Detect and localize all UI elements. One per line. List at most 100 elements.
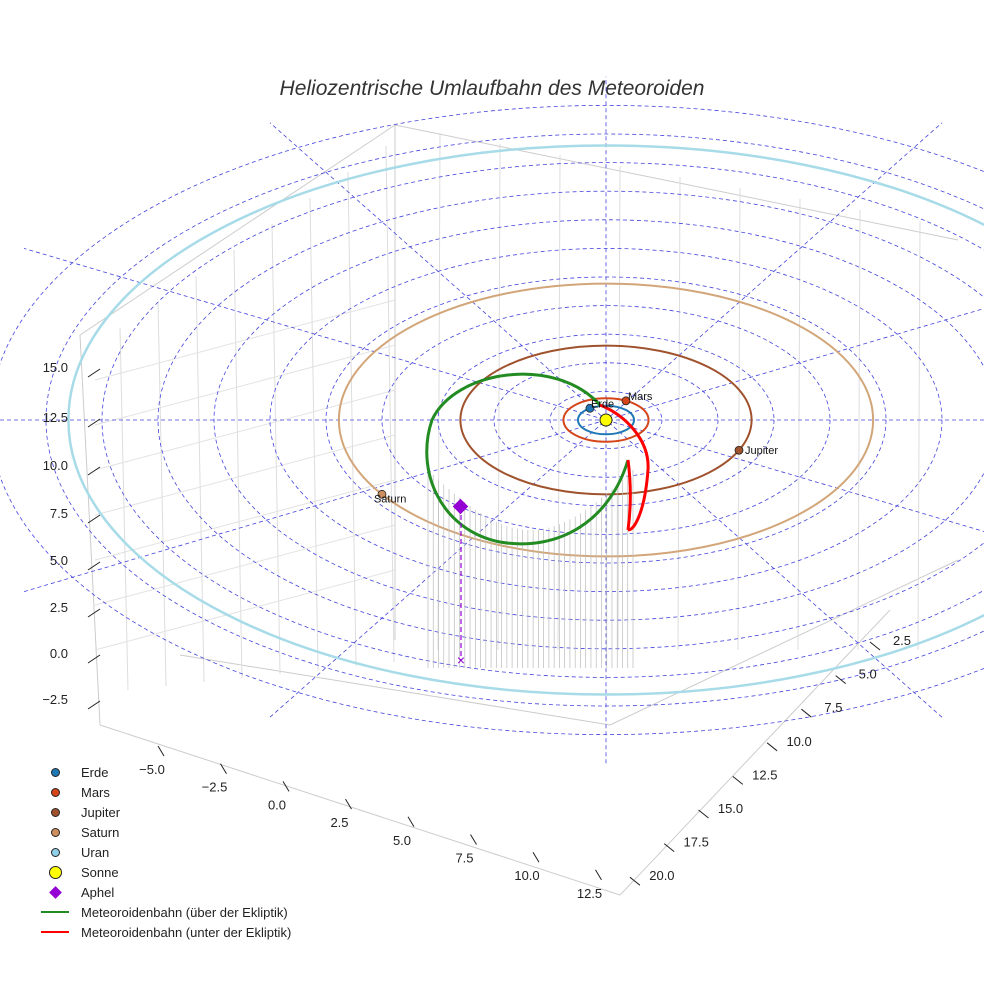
z-tick-label: 15.0 [43, 360, 68, 375]
box-edge [179, 654, 611, 726]
x-tick-mark [470, 834, 477, 845]
sun-marker [599, 413, 613, 427]
planet-label: Erde [591, 398, 614, 410]
legend-item-uran: Uran [40, 842, 370, 862]
back-wall-gridline [94, 569, 396, 651]
y-tick-mark [698, 809, 709, 819]
legend-label: Saturn [81, 824, 120, 840]
back-wall-gridline [94, 434, 396, 516]
back-wall-gridline [347, 171, 357, 667]
back-wall-gridline [677, 176, 681, 651]
planet-erde [585, 403, 595, 413]
back-wall-gridline [797, 198, 801, 651]
x-tick-mark [157, 745, 165, 757]
grid-ray [23, 248, 984, 532]
series-below-ecliptic [599, 403, 650, 532]
back-wall-gridline [917, 220, 921, 651]
legend-label: Jupiter [81, 804, 121, 820]
aphel-ecliptic-cross: × [457, 652, 465, 668]
legend-label: Uran [81, 844, 110, 860]
orbit-erde [577, 404, 635, 436]
y-tick-label: 17.5 [684, 835, 709, 850]
legend-label: Aphel [81, 884, 115, 900]
x-tick-mark [345, 798, 352, 810]
y-tick-label: 20.0 [649, 868, 674, 883]
legend-label: Sonne [81, 864, 119, 880]
y-tick-mark [766, 742, 778, 752]
back-wall-gridline [497, 143, 501, 651]
legend-symbol [48, 865, 62, 879]
legend-item-sonne: Sonne [40, 862, 370, 882]
legend-symbol [50, 847, 60, 857]
box-edge [609, 559, 959, 726]
x-tick-mark [407, 816, 415, 828]
x-tick-label: 2.5 [330, 815, 348, 830]
orbit-mars [562, 397, 650, 443]
z-tick-label: −2.5 [42, 692, 68, 707]
legend-symbol [50, 767, 60, 777]
x-tick-label: 0.0 [268, 797, 286, 812]
z-tick-mark [87, 418, 101, 428]
y-tick-label: 7.5 [824, 700, 842, 715]
y-tick-mark [663, 843, 675, 852]
planet-label: Mars [628, 391, 653, 403]
legend-label: Meteoroidenbahn (unter der Ekliptik) [81, 924, 292, 940]
series-above-ecliptic [425, 372, 630, 546]
legend-item-bahn-ueber: Meteoroidenbahn (über der Ekliptik) [40, 902, 370, 922]
planet-mars [621, 396, 631, 406]
y-tick-label: 12.5 [752, 767, 777, 782]
y-tick-mark [732, 776, 744, 785]
y-tick-label: 2.5 [893, 633, 911, 648]
back-wall-gridline [385, 145, 395, 663]
z-tick-label: 2.5 [50, 600, 68, 615]
planet-label: Saturn [374, 493, 406, 505]
legend-symbol [48, 885, 62, 899]
z-tick-mark [87, 466, 101, 476]
back-wall-gridline [94, 389, 396, 471]
back-wall-gridline [737, 187, 741, 651]
x-tick-mark [532, 851, 540, 863]
back-wall-gridline [557, 154, 561, 651]
legend-item-bahn-unter: Meteoroidenbahn (unter der Ekliptik) [40, 922, 370, 942]
planet-saturn [377, 489, 387, 499]
back-wall-gridline [94, 479, 396, 561]
x-tick-label: 10.0 [514, 868, 539, 883]
legend-symbol [50, 827, 60, 837]
legend-symbol [50, 787, 60, 797]
legend-symbol [41, 931, 69, 933]
y-tick-label: 10.0 [786, 734, 811, 749]
y-tick-label: 15.0 [718, 801, 743, 816]
x-tick-mark [595, 869, 602, 881]
z-tick-mark [87, 700, 101, 710]
box-edge [79, 124, 396, 336]
legend-label: Erde [81, 764, 109, 780]
legend-item-mars: Mars [40, 782, 370, 802]
z-tick-mark [87, 368, 101, 378]
legend-symbol [50, 807, 60, 817]
orbit-jupiter [459, 344, 753, 496]
z-tick-label: 0.0 [50, 646, 68, 661]
x-tick-label: −2.5 [202, 780, 228, 795]
back-wall-gridline [857, 209, 861, 651]
back-wall-gridline [195, 275, 205, 683]
z-tick-mark [87, 654, 101, 664]
x-tick-label: 5.0 [393, 833, 411, 848]
y-tick-mark [835, 675, 847, 684]
planet-label: Jupiter [745, 445, 778, 457]
axes-box [79, 124, 959, 896]
x-tick-label: 12.5 [577, 886, 602, 901]
legend-label: Mars [81, 784, 110, 800]
meteoroid-orbit [425, 372, 650, 668]
box-edge [99, 724, 621, 896]
box-edge [619, 609, 891, 896]
chart-title: Heliozentrische Umlaufbahn des Meteoroid… [280, 77, 705, 100]
orbit-saturn [337, 282, 875, 558]
legend-item-jupiter: Jupiter [40, 802, 370, 822]
y-tick-mark [629, 876, 641, 886]
z-tick-mark [87, 561, 101, 571]
legend-item-aphel: Aphel [40, 882, 370, 902]
back-wall-gridline [94, 299, 396, 381]
y-tick-mark [801, 708, 812, 718]
ecliptic-grid [0, 76, 984, 764]
z-tick-mark [87, 608, 101, 618]
